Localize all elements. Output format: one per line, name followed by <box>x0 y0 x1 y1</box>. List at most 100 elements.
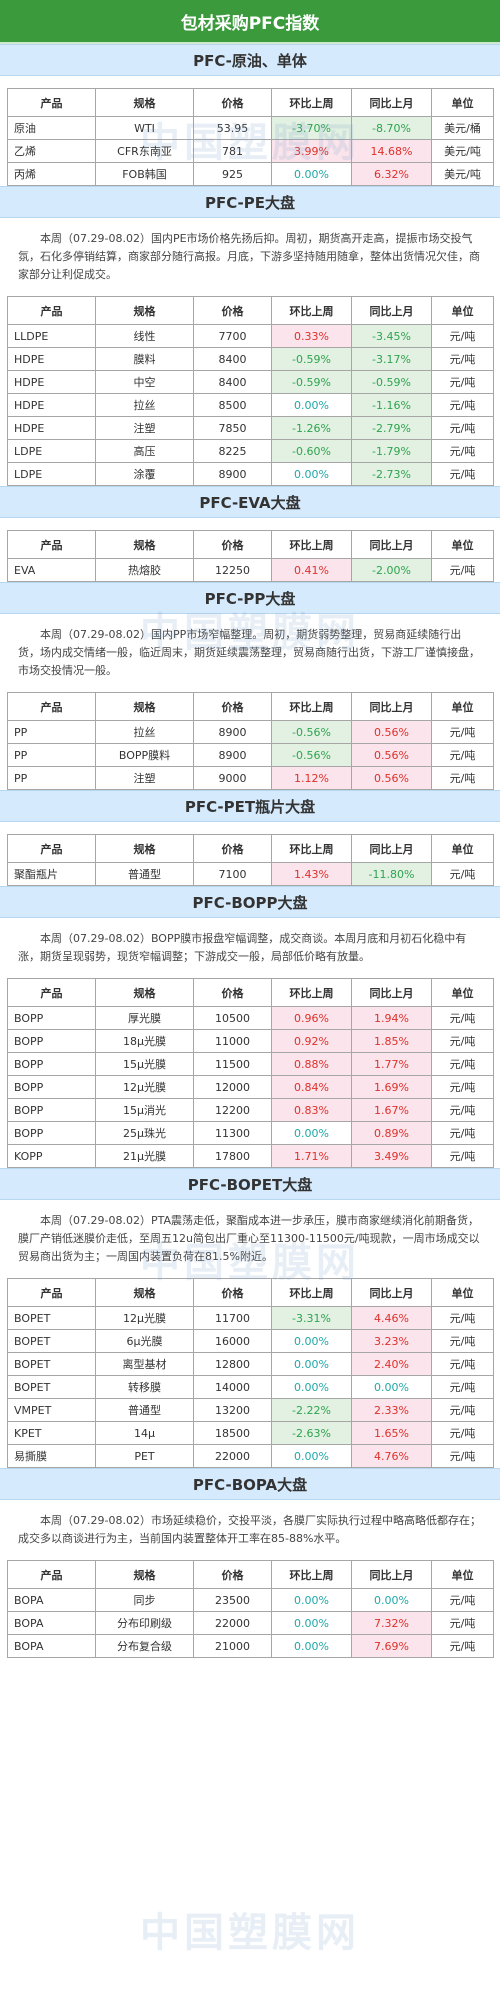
cell-price: 11700 <box>193 1306 272 1330</box>
cell-mom: -2.79% <box>351 416 432 440</box>
column-header-price: 价格 <box>193 88 272 117</box>
cell-wow: -1.26% <box>271 416 352 440</box>
cell-unit: 元/吨 <box>431 1329 494 1353</box>
cell-spec: 拉丝 <box>95 393 194 417</box>
cell-price: 18500 <box>193 1421 272 1445</box>
cell-mom: 3.23% <box>351 1329 432 1353</box>
table-header-row: 产品 规格 价格 环比上周 同比上月 单位 <box>7 978 494 1007</box>
cell-spec: 注塑 <box>95 416 194 440</box>
cell-wow: -0.56% <box>271 743 352 767</box>
cell-spec: PET <box>95 1444 194 1468</box>
cell-wow: 0.00% <box>271 1329 352 1353</box>
cell-unit: 元/吨 <box>431 1144 494 1168</box>
cell-unit: 元/吨 <box>431 720 494 744</box>
cell-spec: CFR东南亚 <box>95 139 194 163</box>
cell-wow: 0.88% <box>271 1052 352 1076</box>
cell-wow: -0.56% <box>271 720 352 744</box>
cell-wow: -0.60% <box>271 439 352 463</box>
column-header-unit: 单位 <box>431 1278 494 1307</box>
cell-price: 17800 <box>193 1144 272 1168</box>
table-row: BOPP 15μ光膜 11500 0.88% 1.77% 元/吨 <box>7 1052 494 1076</box>
table-row: BOPP 15μ消光 12200 0.83% 1.67% 元/吨 <box>7 1098 494 1122</box>
column-header-wow: 环比上周 <box>271 296 352 325</box>
cell-spec: 膜料 <box>95 347 194 371</box>
price-table: 产品 规格 价格 环比上周 同比上月 单位 LLDPE 线性 7700 0.33% -3.45% 元/… <box>7 296 494 486</box>
cell-price: 16000 <box>193 1329 272 1353</box>
table-row: BOPP 12μ光膜 12000 0.84% 1.69% 元/吨 <box>7 1075 494 1099</box>
price-table: 产品 规格 价格 环比上周 同比上月 单位 BOPA 同步 23500 0.00% 0.00% 元/吨… <box>7 1560 494 1658</box>
cell-price: 11500 <box>193 1052 272 1076</box>
table-row: HDPE 中空 8400 -0.59% -0.59% 元/吨 <box>7 370 494 394</box>
cell-mom: -0.59% <box>351 370 432 394</box>
cell-mom: 2.40% <box>351 1352 432 1376</box>
cell-price: 12200 <box>193 1098 272 1122</box>
cell-price: 925 <box>193 162 272 186</box>
cell-spec: 热熔胶 <box>95 558 194 582</box>
column-header-unit: 单位 <box>431 978 494 1007</box>
cell-wow: 0.41% <box>271 558 352 582</box>
table-row: 易撕膜 PET 22000 0.00% 4.76% 元/吨 <box>7 1444 494 1468</box>
table-header-row: 产品 规格 价格 环比上周 同比上月 单位 <box>7 530 494 559</box>
cell-mom: -3.17% <box>351 347 432 371</box>
column-header-prod: 产品 <box>7 1560 96 1589</box>
cell-mom: 6.32% <box>351 162 432 186</box>
column-header-price: 价格 <box>193 834 272 863</box>
table-row: 乙烯 CFR东南亚 781 3.99% 14.68% 美元/吨 <box>7 139 494 163</box>
cell-prod: 丙烯 <box>7 162 96 186</box>
table-row: BOPP 厚光膜 10500 0.96% 1.94% 元/吨 <box>7 1006 494 1030</box>
cell-prod: BOPET <box>7 1306 96 1330</box>
cell-wow: 0.00% <box>271 162 352 186</box>
table-row: HDPE 膜料 8400 -0.59% -3.17% 元/吨 <box>7 347 494 371</box>
cell-mom: 2.33% <box>351 1398 432 1422</box>
cell-unit: 元/吨 <box>431 370 494 394</box>
cell-mom: -8.70% <box>351 116 432 140</box>
cell-unit: 元/吨 <box>431 1029 494 1053</box>
cell-wow: 0.00% <box>271 393 352 417</box>
column-header-unit: 单位 <box>431 834 494 863</box>
cell-spec: WTI <box>95 116 194 140</box>
cell-mom: 1.65% <box>351 1421 432 1445</box>
column-header-wow: 环比上周 <box>271 530 352 559</box>
column-header-spec: 规格 <box>95 978 194 1007</box>
cell-unit: 元/吨 <box>431 766 494 790</box>
cell-mom: 0.56% <box>351 720 432 744</box>
cell-unit: 元/吨 <box>431 1375 494 1399</box>
cell-price: 8400 <box>193 347 272 371</box>
cell-unit: 元/吨 <box>431 347 494 371</box>
cell-unit: 元/吨 <box>431 324 494 348</box>
table-row: BOPP 18μ光膜 11000 0.92% 1.85% 元/吨 <box>7 1029 494 1053</box>
cell-prod: BOPP <box>7 1098 96 1122</box>
table-row: LDPE 涂覆 8900 0.00% -2.73% 元/吨 <box>7 462 494 486</box>
cell-wow: -0.59% <box>271 347 352 371</box>
table-row: PP 注塑 9000 1.12% 0.56% 元/吨 <box>7 766 494 790</box>
table-row: BOPA 分布印刷级 22000 0.00% 7.32% 元/吨 <box>7 1611 494 1635</box>
watermark: 中国塑膜网 <box>140 1910 360 1956</box>
column-header-unit: 单位 <box>431 692 494 721</box>
table-row: KPET 14μ 18500 -2.63% 1.65% 元/吨 <box>7 1421 494 1445</box>
cell-unit: 元/吨 <box>431 558 494 582</box>
table-header-row: 产品 规格 价格 环比上周 同比上月 单位 <box>7 834 494 863</box>
cell-mom: 3.49% <box>351 1144 432 1168</box>
cell-spec: 15μ消光 <box>95 1098 194 1122</box>
cell-price: 7100 <box>193 862 272 886</box>
cell-wow: -3.70% <box>271 116 352 140</box>
column-header-unit: 单位 <box>431 296 494 325</box>
cell-spec: 注塑 <box>95 766 194 790</box>
column-header-wow: 环比上周 <box>271 1278 352 1307</box>
table-row: 聚酯瓶片 普通型 7100 1.43% -11.80% 元/吨 <box>7 862 494 886</box>
cell-wow: 0.00% <box>271 1611 352 1635</box>
cell-spec: 12μ光膜 <box>95 1075 194 1099</box>
cell-mom: -3.45% <box>351 324 432 348</box>
price-table: 产品 规格 价格 环比上周 同比上月 单位 原油 WTI 53.95 -3.70% -8.70% 美元… <box>7 88 494 186</box>
cell-price: 12000 <box>193 1075 272 1099</box>
section-description: 本周（07.29-08.02）国内PE市场价格先扬后抑。周初，期货高开走高，提振… <box>18 232 480 281</box>
section-header: PFC-BOPET大盘 <box>0 1168 500 1200</box>
table-row: KOPP 21μ光膜 17800 1.71% 3.49% 元/吨 <box>7 1144 494 1168</box>
column-header-spec: 规格 <box>95 88 194 117</box>
cell-price: 12250 <box>193 558 272 582</box>
column-header-unit: 单位 <box>431 1560 494 1589</box>
cell-price: 781 <box>193 139 272 163</box>
column-header-price: 价格 <box>193 296 272 325</box>
cell-prod: VMPET <box>7 1398 96 1422</box>
